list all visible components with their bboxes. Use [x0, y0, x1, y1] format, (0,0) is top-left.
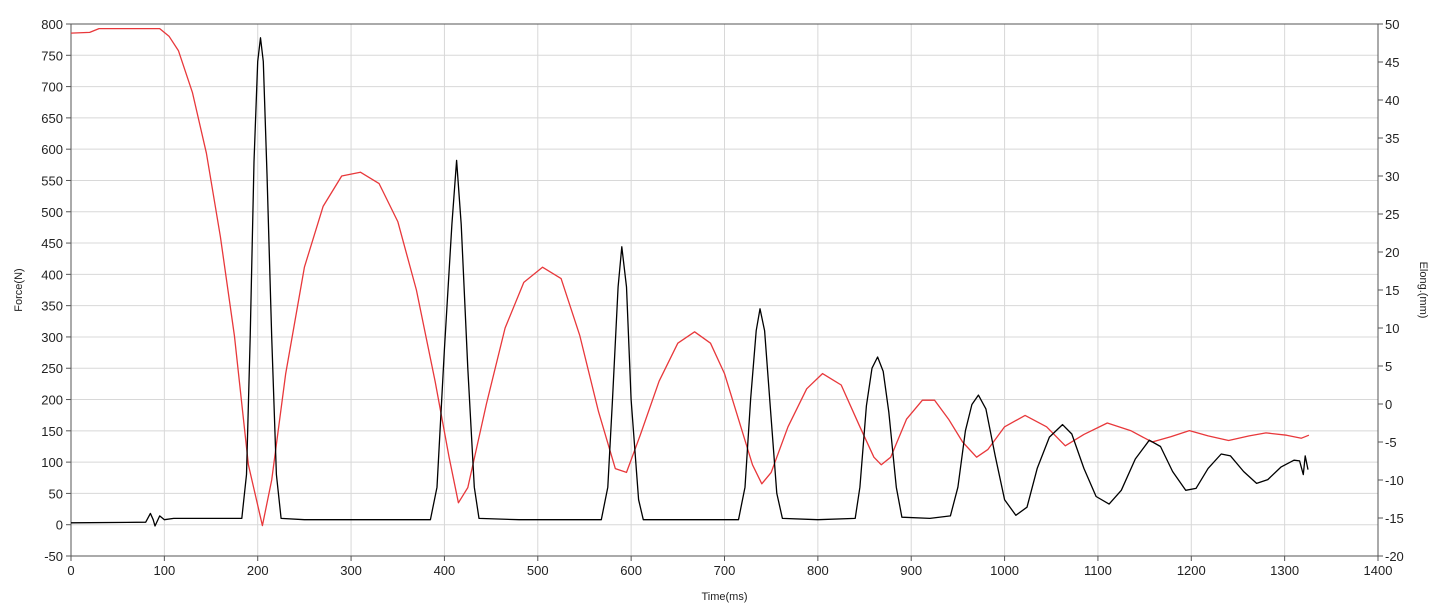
x-tick-label: 200 [247, 563, 269, 578]
x-tick-label: 600 [620, 563, 642, 578]
series-layer [70, 27, 1310, 527]
y-left-tick-label: 550 [41, 173, 63, 188]
y-right-tick-label: 25 [1385, 207, 1399, 222]
y-left-tick-label: -50 [44, 549, 63, 564]
x-tick-label: 1000 [990, 563, 1019, 578]
y-right-tick-label: 20 [1385, 245, 1399, 260]
elongation-series-line [70, 27, 1310, 527]
x-tick-label: 300 [340, 563, 362, 578]
y-left-tick-label: 650 [41, 111, 63, 126]
y-right-tick-label: -10 [1385, 473, 1404, 488]
y-right-tick-label: -5 [1385, 435, 1397, 450]
y-right-tick-label: 15 [1385, 283, 1399, 298]
y-left-tick-label: 350 [41, 299, 63, 314]
x-tick-label: 1300 [1270, 563, 1299, 578]
y-right-axis-title: Elong.(mm) [1417, 262, 1429, 319]
y-left-tick-label: 300 [41, 330, 63, 345]
y-left-tick-label: 450 [41, 236, 63, 251]
y-left-tick-label: 250 [41, 361, 63, 376]
y-right-tick-label: 0 [1385, 397, 1392, 412]
x-axis-title: Time(ms) [701, 591, 747, 603]
y-left-tick-label: 400 [41, 267, 63, 282]
y-right-tick-label: 10 [1385, 321, 1399, 336]
y-right-tick-label: -15 [1385, 511, 1404, 526]
y-left-tick-label: 0 [56, 518, 63, 533]
y-right-tick-label: 50 [1385, 17, 1399, 32]
x-tick-label: 1100 [1084, 563, 1112, 578]
x-tick-label: 700 [714, 563, 736, 578]
y-right-tick-label: 35 [1385, 131, 1399, 146]
y-right-tick-label: 30 [1385, 169, 1399, 184]
x-tick-label: 400 [434, 563, 456, 578]
force-series-line [70, 37, 1309, 527]
x-tick-label: 1200 [1177, 563, 1206, 578]
y-left-axis-ticks: -50 0 50 100 150 200 250 300 350 400 450 500 550 600 6… [41, 17, 71, 564]
y-right-tick-label: 45 [1385, 55, 1399, 70]
grid [70, 23, 1379, 557]
y-left-axis-title: Force(N) [13, 268, 25, 311]
x-tick-label: 800 [807, 563, 829, 578]
x-tick-label: 100 [154, 563, 176, 578]
x-tick-label: 1400 [1364, 563, 1393, 578]
y-right-tick-label: 40 [1385, 93, 1399, 108]
y-left-tick-label: 150 [41, 424, 63, 439]
y-left-tick-label: 700 [41, 80, 63, 95]
x-tick-label: 0 [67, 563, 74, 578]
y-left-tick-label: 500 [41, 205, 63, 220]
y-left-tick-label: 800 [41, 17, 63, 32]
y-left-tick-label: 50 [49, 486, 63, 501]
y-right-tick-label: -20 [1385, 549, 1404, 564]
y-left-tick-label: 750 [41, 48, 63, 63]
x-tick-label: 900 [900, 563, 922, 578]
y-right-tick-label: 5 [1385, 359, 1392, 374]
y-left-tick-label: 100 [41, 455, 63, 470]
y-left-tick-label: 200 [41, 393, 63, 408]
x-axis-ticks: 0 100 200 300 400 500 600 700 800 900 1000 1100 1200… [67, 556, 1392, 578]
y-left-tick-label: 600 [41, 142, 63, 157]
x-tick-label: 500 [527, 563, 549, 578]
y-right-axis-ticks: -20 -15 -10 -5 0 5 10 15 20 25 30 35 40 45 50 [1378, 17, 1404, 564]
